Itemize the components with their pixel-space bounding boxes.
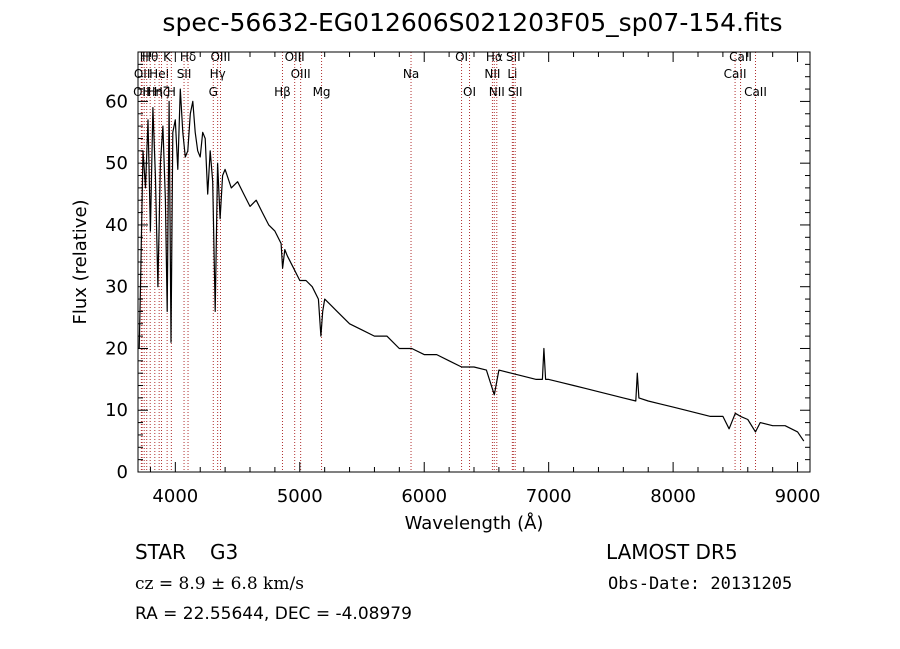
chart-title: spec-56632-EG012606S021203F05_sp07-154.f…: [162, 8, 783, 37]
x-axis-label: Wavelength (Å): [405, 512, 544, 534]
x-tick-label: 9000: [775, 486, 821, 507]
line-marker-label: Na: [403, 67, 419, 81]
y-tick-label: 40: [105, 215, 128, 236]
line-marker-label: Hδ: [180, 50, 196, 64]
line-marker-label: K: [163, 50, 172, 64]
line-marker-label: Li: [507, 67, 517, 81]
line-marker-label: NII: [489, 85, 505, 99]
line-marker-label: CaII: [724, 67, 747, 81]
line-marker-label: OI: [463, 85, 476, 99]
line-marker-label: OII: [134, 67, 151, 81]
y-tick-label: 60: [105, 91, 128, 112]
y-axis-label: Flux (relative): [70, 199, 91, 324]
x-tick-label: 6000: [401, 486, 447, 507]
y-tick-label: 30: [105, 277, 128, 298]
line-marker-label: OI: [455, 50, 468, 64]
line-marker-label: H: [167, 85, 176, 99]
line-marker-label: CaII: [729, 50, 752, 64]
survey-label: LAMOST DR5: [606, 540, 738, 564]
y-tick-label: 20: [105, 338, 128, 359]
line-marker-label: SII: [508, 85, 523, 99]
x-tick-label: 4000: [152, 486, 198, 507]
line-marker-label: Hγ: [210, 67, 226, 81]
line-marker-label: NII: [484, 67, 500, 81]
line-marker-label: SII: [506, 50, 521, 64]
obs-date-label: Obs-Date: 20131205: [608, 574, 793, 594]
line-marker-label: OII: [133, 85, 150, 99]
line-marker-label: G: [209, 85, 218, 99]
coordinates-label: RA = 22.55644, DEC = -4.08979: [135, 604, 412, 624]
y-tick-label: 0: [117, 462, 128, 483]
line-marker-label: H: [140, 50, 149, 64]
line-marker-label: CaII: [744, 85, 767, 99]
line-marker-label: H: [142, 85, 151, 99]
line-marker-label: HeI: [149, 67, 169, 81]
y-tick-label: 10: [105, 400, 128, 421]
plot-frame: [137, 51, 811, 473]
line-marker-label: Mg: [313, 85, 331, 99]
line-marker-label: Hζ: [154, 85, 170, 99]
x-tick-label: 7000: [526, 486, 572, 507]
object-class: STAR: [135, 540, 186, 564]
x-tick-label: 5000: [277, 486, 323, 507]
x-tick-label: 8000: [650, 486, 696, 507]
spectrum-line: [138, 88, 805, 442]
line-marker-label: OIII: [291, 67, 311, 81]
object-subclass: G3: [210, 540, 239, 564]
line-marker-label: Hβ: [274, 85, 291, 99]
redshift-label: cz = 8.9 ± 6.8 km/s: [135, 574, 304, 594]
line-marker-label: SII: [177, 67, 192, 81]
y-tick-label: 50: [105, 153, 128, 174]
